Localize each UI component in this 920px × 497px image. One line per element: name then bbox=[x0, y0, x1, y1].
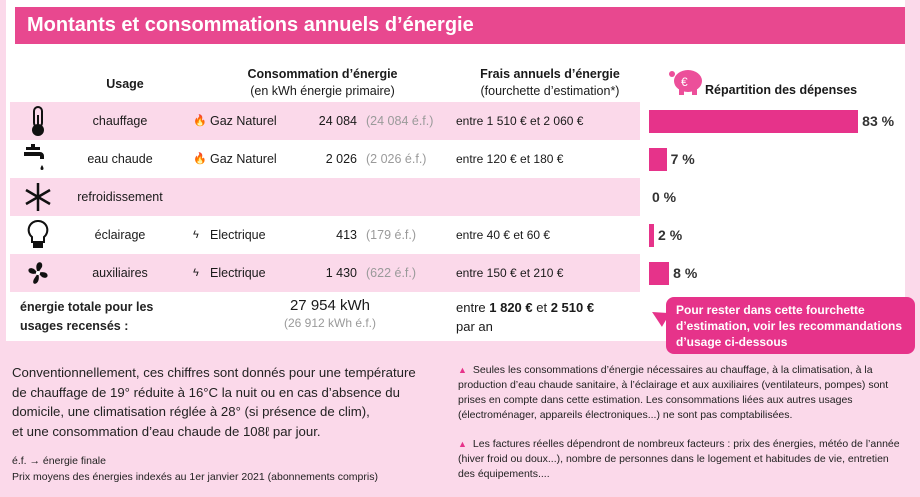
consumption-primary: 1 430 bbox=[325, 266, 357, 280]
consumption-final: (24 084 é.f.) bbox=[366, 114, 434, 128]
distribution-bar bbox=[649, 110, 859, 133]
header-distribution: Répartition des dépenses bbox=[705, 83, 858, 97]
distribution-bar bbox=[649, 224, 655, 247]
usage-label: eau chaude bbox=[87, 152, 153, 166]
recommendation-callout: Pour rester dans cette fourchette d’esti… bbox=[666, 297, 915, 354]
legend-notes: é.f. → énergie finale Prix moyens des éne… bbox=[12, 455, 378, 483]
annual-fees: entre 120 € et 180 € bbox=[456, 152, 564, 166]
annual-fees: entre 1 510 € et 2 060 € bbox=[456, 114, 584, 128]
annual-fees: entre 40 € et 60 € bbox=[456, 228, 551, 242]
header-consumption: Consommation d’énergie (en kWh énergie pr… bbox=[247, 67, 398, 98]
warning-icon: ▲ bbox=[458, 365, 467, 375]
consumption-primary bbox=[300, 178, 357, 216]
distribution-percent: 83 % bbox=[862, 113, 895, 129]
faucet-icon bbox=[24, 144, 44, 170]
distribution-percent: 7 % bbox=[670, 151, 695, 167]
piggy-bank-icon: € bbox=[669, 70, 702, 95]
table-row: auxiliaires ϟ Electrique 1 430 (622 é.f.… bbox=[10, 254, 640, 292]
svg-text:€: € bbox=[681, 75, 688, 89]
header-usage: Usage bbox=[106, 77, 144, 91]
consumption-final: (179 é.f.) bbox=[366, 228, 417, 242]
snowflake-icon bbox=[25, 183, 51, 211]
distribution-percent: 0 % bbox=[652, 189, 677, 205]
energy-type: Electrique bbox=[210, 266, 266, 280]
usage-label: refroidissement bbox=[77, 190, 163, 204]
energy-type: Gaz Naturel bbox=[210, 152, 277, 166]
bolt-icon: ϟ bbox=[193, 267, 199, 279]
distribution-bar bbox=[649, 262, 670, 285]
table-row: eau chaude 🔥 Gaz Naturel 2 026 (2 026 é.… bbox=[10, 140, 640, 178]
flame-icon: 🔥 bbox=[193, 153, 207, 165]
usage-label: éclairage bbox=[94, 228, 146, 242]
header-fees: Frais annuels d’énergie (fourchette d’est… bbox=[480, 67, 620, 98]
annual-fees: entre 150 € et 210 € bbox=[456, 266, 564, 280]
bolt-icon: ϟ bbox=[193, 229, 199, 241]
note-factors: ▲ Les factures réelles dépendront de nomb… bbox=[458, 438, 900, 480]
flame-icon: 🔥 bbox=[193, 115, 207, 127]
usage-label: auxiliaires bbox=[92, 266, 148, 280]
consumption-primary: 24 084 bbox=[318, 114, 357, 128]
consumption-primary: 2 026 bbox=[325, 152, 357, 166]
fan-icon bbox=[28, 262, 48, 284]
energy-type: Gaz Naturel bbox=[210, 114, 277, 128]
consumption-final: (2 026 é.f.) bbox=[366, 152, 427, 166]
table-row: refroidissement bbox=[10, 178, 640, 216]
warning-icon: ▲ bbox=[458, 439, 467, 449]
usage-label: chauffage bbox=[92, 114, 148, 128]
table-row: éclairage ϟ Electrique 413 (179 é.f.) en… bbox=[10, 216, 640, 254]
total-fees: entre 1 820 € et 2 510 € par an bbox=[456, 300, 595, 334]
energy-type: Electrique bbox=[210, 228, 266, 242]
distribution-percent: 8 % bbox=[673, 265, 698, 281]
thermometer-icon bbox=[32, 106, 44, 136]
total-label: énergie totale pour les usages recensés : bbox=[20, 300, 154, 333]
consumption-final: (622 é.f.) bbox=[366, 266, 417, 280]
page-title: Montants et consommations annuels d’éner… bbox=[15, 7, 905, 44]
distribution-bar bbox=[649, 148, 667, 171]
conventions-paragraph: Conventionnellement, ces chiffres sont d… bbox=[12, 365, 416, 439]
total-consumption: 27 954 kWh (26 912 kWh é.f.) bbox=[283, 297, 377, 330]
lightbulb-icon bbox=[27, 219, 49, 248]
note-scope: ▲ Seules les consommations d’énergie néce… bbox=[458, 364, 889, 421]
table-row: chauffage 🔥 Gaz Naturel 24 084 (24 084 é… bbox=[10, 102, 640, 140]
distribution-percent: 2 % bbox=[658, 227, 683, 243]
consumption-primary: 413 bbox=[336, 228, 357, 242]
